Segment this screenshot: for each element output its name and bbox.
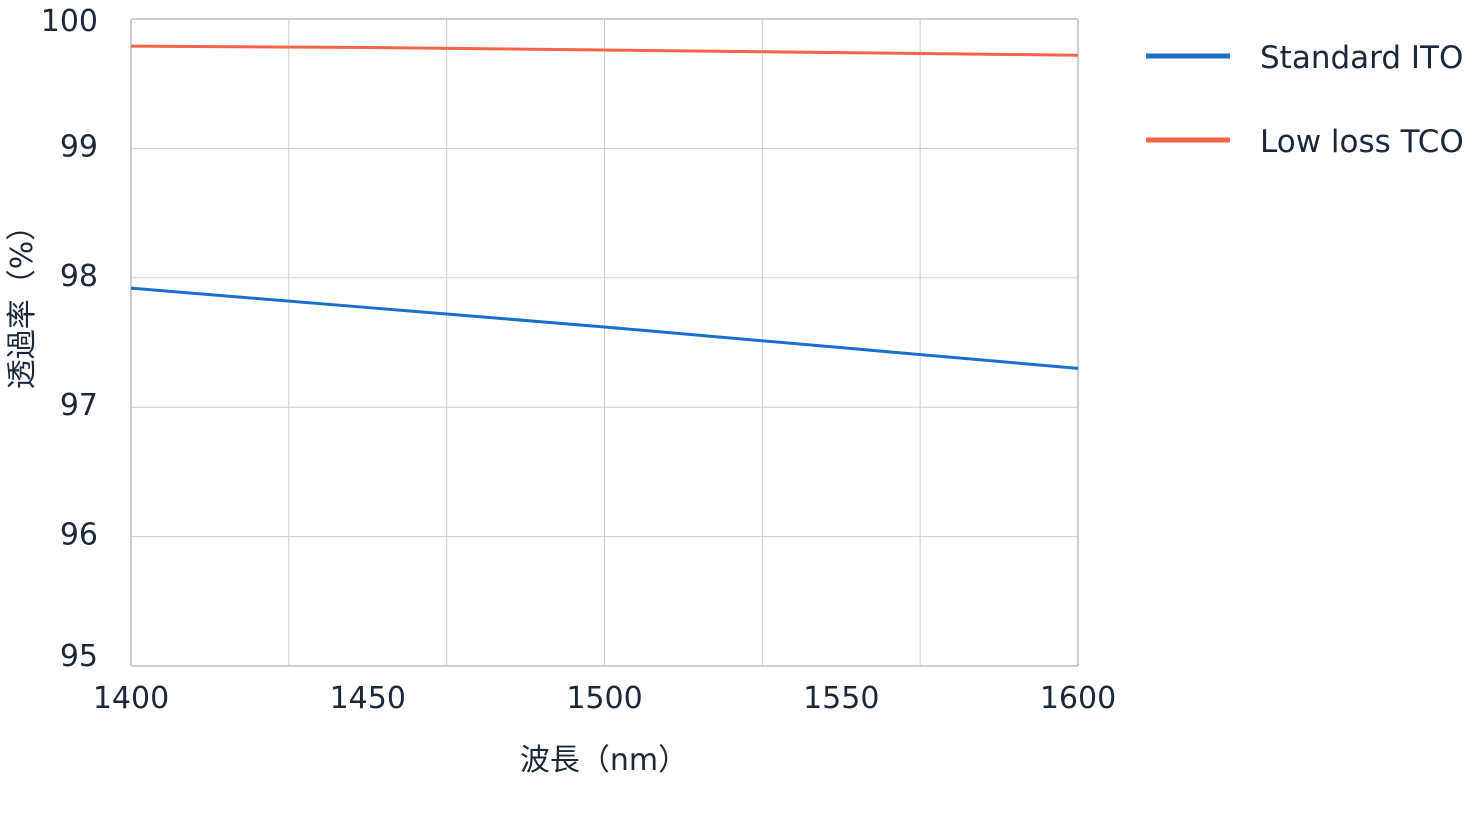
- y-tick-label: 95: [60, 639, 98, 674]
- y-axis-label: 透過率（%）: [5, 211, 40, 390]
- y-tick-label: 100: [41, 4, 98, 39]
- x-tick-label: 1500: [566, 681, 642, 716]
- x-tick-labels: 1400 1450 1500 1550 1600: [93, 681, 1116, 716]
- legend: Standard ITO Low loss TCO: [1146, 40, 1464, 160]
- y-tick-labels: 95 96 97 98 99 100: [41, 4, 98, 674]
- y-tick-label: 99: [60, 129, 98, 164]
- legend-label: Low loss TCO: [1260, 124, 1464, 160]
- y-tick-label: 96: [60, 518, 98, 553]
- x-tick-label: 1450: [330, 681, 406, 716]
- series-line-low-loss-tco: [130, 44, 1079, 57]
- x-tick-label: 1400: [93, 681, 169, 716]
- y-tick-label: 98: [60, 259, 98, 294]
- series-line-standard-ito: [130, 286, 1079, 370]
- legend-label: Standard ITO: [1260, 40, 1463, 76]
- x-tick-label: 1550: [803, 681, 879, 716]
- x-axis-label: 波長（nm）: [520, 743, 688, 778]
- grid: [130, 18, 1079, 667]
- y-tick-label: 97: [60, 388, 98, 423]
- series-lines: [130, 44, 1079, 370]
- x-tick-label: 1600: [1040, 681, 1116, 716]
